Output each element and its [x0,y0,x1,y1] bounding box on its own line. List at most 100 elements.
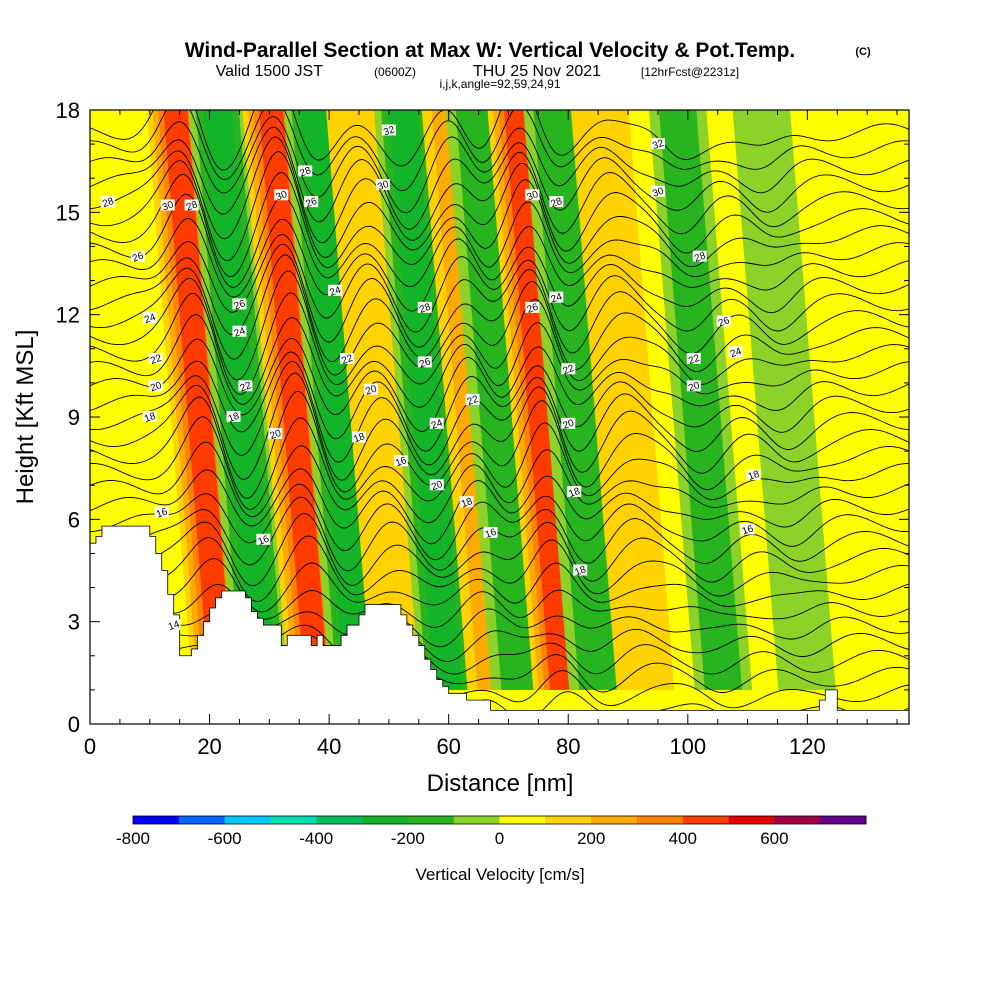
contour-label: 30 [375,179,391,193]
theta-contour-line [90,151,909,262]
x-axis: 0 20 40 60 80 100 120 [84,110,898,759]
valid-time: Valid 1500 JST [216,63,324,80]
contour-label-bg [686,380,701,392]
contour-label: 16 [393,455,409,469]
x-tick-label: 120 [789,734,826,759]
contour-label-bg [417,356,432,368]
colorbar-title: Vertical Velocity [cm/s] [415,865,584,884]
contour-label-text: 26 [233,298,248,312]
contour-label-bg [274,189,289,201]
contour-label-text: 28 [101,196,116,210]
velocity-band-down-24-2 [202,110,278,690]
contour-label-text: 24 [430,418,445,432]
contour-label-text: 32 [651,138,666,152]
colorbar-swatch [133,816,180,824]
contour-label-bg [567,486,582,498]
contour-label-text: 20 [561,418,576,432]
contour-label-bg [232,298,247,310]
contour-label: 28 [184,199,200,214]
theta-contour-line [90,416,909,510]
contour-label-bg [573,564,588,576]
contour-label-text: 26 [717,315,732,329]
contour-label: 26 [716,315,732,329]
contour-label: 20 [268,428,283,442]
valid-utc: (0600Z) [374,65,416,79]
valid-date: THU 25 Nov 2021 [473,63,601,80]
contour-label: 22 [340,353,355,367]
theta-contour-line [90,110,909,171]
x-tick-label: 0 [84,734,96,759]
theta-contour-line [90,441,909,524]
y-axis: 0 3 6 9 12 15 18 [56,98,909,737]
contour-label-text: 30 [275,189,290,203]
contour-label-bg [465,393,480,405]
contour-label-bg [268,428,283,440]
y-tick-label: 0 [68,712,80,737]
terrain-mask [90,525,909,724]
contour-label: 30 [525,189,540,203]
contour-label-text: 16 [155,506,170,520]
contour-label: 30 [650,185,666,200]
theta-contour-line [90,314,909,408]
velocity-band-down-40-2 [298,110,374,690]
colorbar-swatch [407,816,455,824]
contour-label-bg [352,431,367,443]
contour-label-text: 20 [364,383,379,397]
y-tick-label: 3 [68,610,80,635]
contour-label-text: 26 [526,302,541,316]
contour-label: 24 [728,346,743,360]
velocity-band-up-74-3 [504,110,574,690]
x-tick-label: 80 [556,734,580,759]
contour-label-text: 22 [687,353,702,367]
contour-label-text: 30 [161,199,176,213]
contour-label-text: 24 [550,291,565,305]
y-tick-label: 9 [68,405,80,430]
colorbar-swatch [728,816,775,824]
contour-label-bg [525,189,540,201]
contour-label-text: 18 [460,496,475,510]
contour-label-text: 28 [185,199,200,213]
contour-label-text: 20 [430,479,445,493]
contour-label-bg [692,250,707,262]
contour-label-bg [148,353,163,365]
chart-title: Wind-Parallel Section at Max W: Vertical… [185,39,796,62]
contour-label: 24 [142,312,158,326]
contour-label-bg [650,185,665,197]
contour-label: 16 [256,534,271,548]
contour-label-text: 18 [573,564,588,578]
contour-labels: 14 16 16 16 16 16 18 18 18 18 18 18 18 20 20 20 20 20 20 22… [100,124,761,633]
theta-contour-line [90,496,909,572]
contour-label: 18 [573,564,588,579]
contour-label-text: 30 [651,186,666,200]
contour-label-text: 14 [167,619,182,633]
contour-label-text: 32 [382,124,397,138]
contour-label-bg [375,179,390,191]
colorbar-tick-label: -400 [299,829,333,848]
theta-contour-line [90,583,909,628]
contour-label: 16 [483,527,499,541]
velocity-band-down-115-0 [732,110,836,690]
contour-label-text: 28 [418,302,433,316]
colorbar-tick-label: 400 [669,829,697,848]
contour-label-text: 22 [561,363,576,377]
theta-contour-line [90,372,909,481]
colorbar-swatch [499,816,546,824]
theta-contour-line [90,136,909,244]
contour-label: 18 [226,411,241,425]
contour-label-bg [298,165,313,177]
contour-label: 14 [166,619,182,633]
velocity-band-up-47-0 [326,110,430,690]
contour-label-text: 26 [304,196,319,210]
contour-label-bg [363,383,378,395]
contour-label-text: 22 [149,353,164,367]
contour-label: 18 [746,469,761,483]
contour-label: 22 [238,380,253,394]
contour-label-text: 22 [466,394,481,408]
contour-label-bg [429,479,444,491]
contour-label-text: 26 [418,356,433,370]
contour-label: 26 [525,302,540,316]
theta-contour-line [90,483,909,561]
contour-label-text: 24 [328,285,343,299]
contour-label-text: 16 [484,527,499,541]
contour-label-bg [328,284,343,296]
